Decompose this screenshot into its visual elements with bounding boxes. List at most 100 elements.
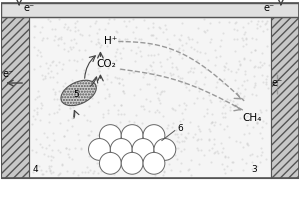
- Point: [258, 110, 263, 114]
- Point: [104, 73, 109, 76]
- Circle shape: [99, 152, 121, 174]
- Point: [175, 132, 179, 135]
- Point: [146, 53, 151, 56]
- Point: [117, 68, 122, 71]
- Point: [34, 151, 38, 154]
- Point: [137, 49, 142, 52]
- Point: [122, 167, 127, 170]
- Point: [56, 103, 61, 107]
- Point: [266, 64, 271, 67]
- Point: [97, 27, 101, 31]
- Point: [140, 158, 145, 161]
- Point: [149, 69, 154, 72]
- Point: [148, 131, 153, 134]
- Point: [107, 18, 112, 21]
- Point: [114, 30, 119, 34]
- Point: [242, 56, 247, 59]
- Point: [220, 150, 225, 153]
- Point: [46, 120, 51, 123]
- Point: [229, 168, 234, 172]
- Point: [69, 47, 74, 51]
- Point: [44, 170, 49, 173]
- Point: [62, 134, 67, 137]
- Point: [34, 110, 39, 113]
- Point: [170, 72, 175, 75]
- Point: [221, 99, 226, 102]
- Point: [139, 137, 143, 140]
- Point: [147, 44, 152, 47]
- Point: [128, 49, 133, 52]
- Point: [258, 146, 263, 149]
- Point: [146, 109, 151, 112]
- Point: [227, 106, 232, 109]
- Point: [235, 103, 239, 106]
- Point: [114, 76, 119, 79]
- Point: [139, 104, 143, 108]
- Point: [79, 57, 84, 61]
- Point: [35, 112, 40, 115]
- Point: [130, 160, 135, 163]
- Point: [137, 38, 142, 41]
- Point: [44, 147, 49, 150]
- Point: [191, 102, 196, 105]
- Point: [213, 151, 218, 154]
- Point: [31, 114, 36, 117]
- Point: [106, 93, 111, 96]
- Point: [243, 43, 248, 46]
- Point: [112, 103, 117, 107]
- Point: [195, 49, 200, 52]
- Point: [148, 100, 153, 103]
- Point: [107, 95, 112, 98]
- Point: [218, 54, 223, 58]
- Point: [222, 116, 227, 119]
- Point: [141, 158, 146, 161]
- Point: [89, 81, 94, 84]
- Point: [201, 153, 206, 156]
- Point: [93, 76, 98, 79]
- Point: [33, 98, 38, 101]
- Point: [158, 93, 163, 96]
- Point: [193, 132, 198, 135]
- Point: [138, 139, 142, 143]
- Point: [57, 121, 62, 125]
- Point: [133, 113, 138, 117]
- Point: [46, 112, 51, 115]
- Point: [96, 69, 101, 72]
- Point: [258, 65, 262, 68]
- Point: [237, 117, 242, 120]
- Point: [153, 110, 158, 113]
- Point: [45, 154, 50, 157]
- Point: [101, 83, 106, 86]
- Point: [142, 18, 146, 22]
- Point: [158, 102, 163, 105]
- Point: [56, 89, 61, 92]
- Point: [190, 135, 195, 139]
- Point: [42, 131, 47, 135]
- Point: [221, 116, 226, 119]
- Point: [34, 106, 39, 109]
- Point: [67, 107, 72, 110]
- Point: [180, 49, 185, 52]
- Point: [225, 67, 230, 71]
- Point: [255, 22, 260, 25]
- Point: [183, 41, 188, 45]
- Point: [235, 29, 240, 32]
- Point: [86, 154, 91, 157]
- Point: [118, 104, 123, 107]
- Point: [252, 49, 257, 52]
- Point: [106, 109, 111, 112]
- Point: [32, 109, 37, 112]
- Text: 5: 5: [74, 90, 80, 99]
- Point: [219, 141, 224, 145]
- Point: [265, 74, 270, 77]
- Point: [47, 143, 52, 146]
- Point: [50, 88, 55, 91]
- Point: [57, 107, 62, 111]
- Point: [140, 104, 145, 108]
- Point: [161, 171, 166, 174]
- Point: [43, 62, 48, 65]
- Point: [104, 59, 109, 62]
- Point: [183, 85, 188, 89]
- Point: [169, 153, 174, 156]
- Point: [73, 29, 77, 32]
